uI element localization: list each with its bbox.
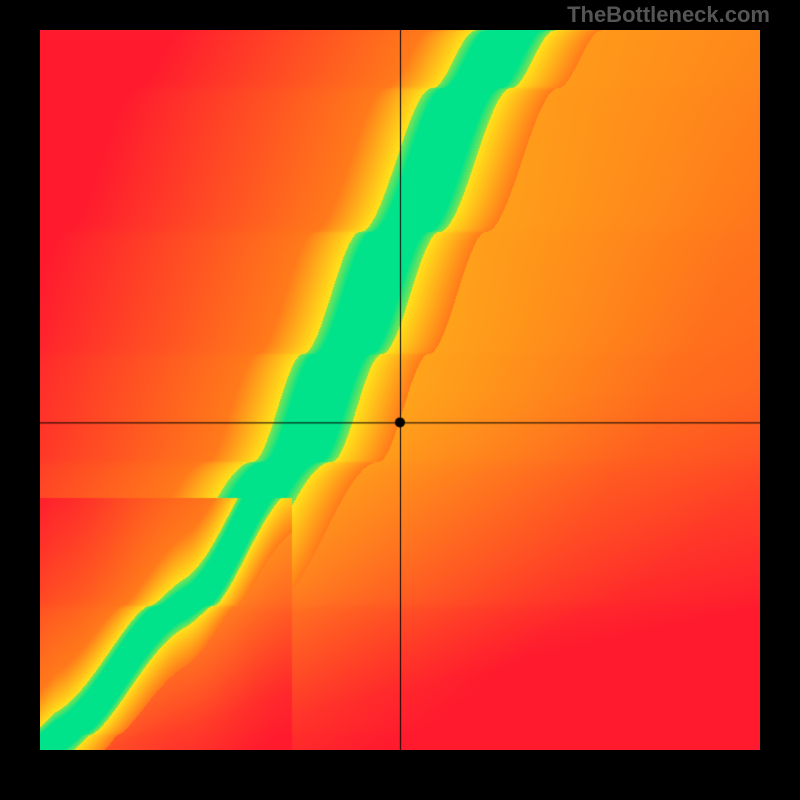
heatmap-canvas — [40, 30, 760, 750]
watermark-text: TheBottleneck.com — [567, 2, 770, 28]
chart-container: TheBottleneck.com — [0, 0, 800, 800]
